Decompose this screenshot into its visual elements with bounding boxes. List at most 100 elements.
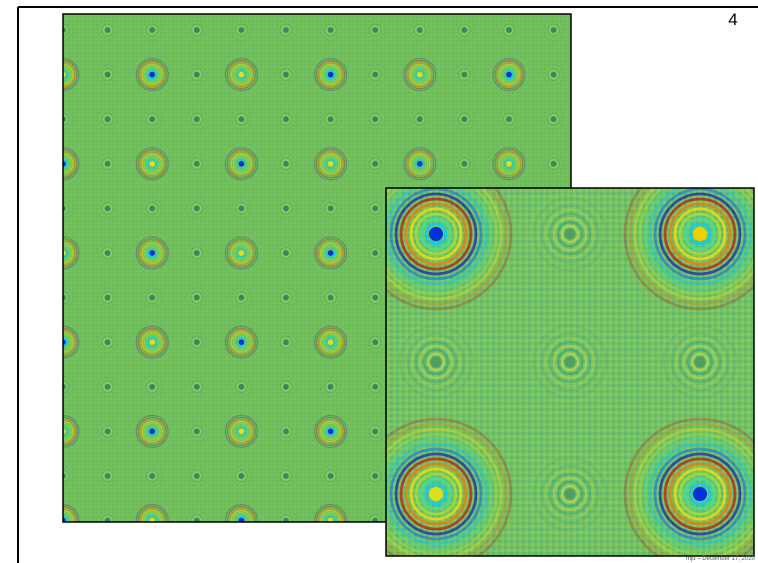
ring-center: [564, 488, 575, 499]
ring-center: [194, 250, 200, 256]
ring-center: [506, 161, 512, 167]
ring-center: [328, 429, 334, 435]
ring-center: [105, 27, 111, 33]
ring-center: [239, 339, 245, 345]
ring-center: [149, 473, 155, 479]
ring-center: [239, 72, 245, 78]
slide: 4 mjd – December 17, 2020: [0, 0, 758, 563]
ring-center: [328, 116, 334, 122]
ring-center: [328, 27, 334, 33]
ring-center: [194, 473, 200, 479]
ring-center: [694, 356, 705, 367]
ring-center: [283, 384, 289, 390]
ring-center: [551, 72, 557, 78]
footer: mjd – December 17, 2020: [686, 556, 756, 562]
ring-center: [149, 72, 155, 78]
ring-spot: [396, 322, 476, 402]
ring-center: [194, 206, 200, 212]
ring-center: [462, 27, 468, 33]
ring-center: [551, 116, 557, 122]
ring-center: [372, 429, 378, 435]
ring-center: [328, 72, 334, 78]
ring-center: [283, 206, 289, 212]
ring-center: [462, 72, 468, 78]
ring-center: [693, 487, 707, 501]
ring-center: [239, 473, 245, 479]
page: 4 mjd – December 17, 2020 (() => { const…: [0, 0, 758, 563]
ring-center: [417, 27, 423, 33]
ring-center: [149, 429, 155, 435]
ring-spot: [530, 322, 610, 402]
ring-center: [551, 27, 557, 33]
zoom-image: [361, 159, 758, 563]
ring-center: [239, 27, 245, 33]
ring-spot: [530, 194, 610, 274]
ring-center: [239, 161, 245, 167]
ring-spot: [530, 454, 610, 534]
ring-center: [372, 384, 378, 390]
ring-center: [283, 473, 289, 479]
ring-center: [372, 161, 378, 167]
ring-center: [417, 161, 423, 167]
ring-center: [417, 72, 423, 78]
ring-center: [105, 72, 111, 78]
ring-center: [194, 384, 200, 390]
ring-center: [149, 27, 155, 33]
ring-center: [506, 27, 512, 33]
ring-center: [105, 250, 111, 256]
ring-center: [105, 473, 111, 479]
ring-center: [105, 339, 111, 345]
ring-center: [417, 116, 423, 122]
ring-center: [105, 206, 111, 212]
ring-center: [239, 384, 245, 390]
ring-center: [149, 295, 155, 301]
ring-center: [105, 116, 111, 122]
ring-center: [194, 339, 200, 345]
ring-center: [429, 487, 443, 501]
ring-center: [105, 429, 111, 435]
ring-center: [149, 206, 155, 212]
ring-center: [372, 295, 378, 301]
ring-center: [149, 384, 155, 390]
ring-center: [194, 116, 200, 122]
ring-center: [328, 339, 334, 345]
ring-center: [283, 250, 289, 256]
ring-center: [194, 429, 200, 435]
ring-center: [328, 206, 334, 212]
ring-center: [328, 384, 334, 390]
ring-center: [239, 250, 245, 256]
ring-center: [149, 116, 155, 122]
ring-center: [239, 206, 245, 212]
ring-center: [328, 473, 334, 479]
ring-center: [194, 161, 200, 167]
ring-center: [693, 227, 707, 241]
ring-center: [194, 72, 200, 78]
ring-center: [239, 295, 245, 301]
ring-center: [564, 228, 575, 239]
slide-number: 4: [728, 10, 737, 29]
ring-center: [328, 250, 334, 256]
ring-center: [149, 161, 155, 167]
ring-center: [283, 116, 289, 122]
ring-center: [283, 72, 289, 78]
ring-center: [105, 161, 111, 167]
ring-center: [372, 27, 378, 33]
ring-spot: [660, 322, 740, 402]
ring-center: [239, 116, 245, 122]
ring-center: [283, 339, 289, 345]
ring-center: [372, 339, 378, 345]
ring-center: [194, 27, 200, 33]
ring-center: [194, 295, 200, 301]
ring-center: [328, 161, 334, 167]
ring-center: [105, 295, 111, 301]
ring-center: [149, 339, 155, 345]
ring-center: [430, 356, 441, 367]
ring-center: [564, 356, 575, 367]
ring-center: [283, 429, 289, 435]
ring-center: [239, 429, 245, 435]
ring-center: [372, 72, 378, 78]
ring-center: [506, 72, 512, 78]
ring-center: [372, 473, 378, 479]
ring-center: [149, 250, 155, 256]
ring-center: [372, 116, 378, 122]
